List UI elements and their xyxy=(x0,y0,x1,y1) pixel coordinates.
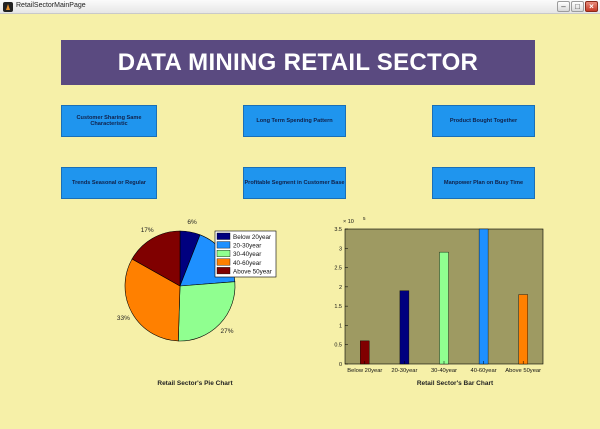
pie-percent-label: 33% xyxy=(117,315,130,322)
pie-slice xyxy=(124,258,181,342)
bar xyxy=(360,340,370,365)
legend-swatch xyxy=(216,241,231,249)
pie-slice xyxy=(177,281,236,342)
pie-percent-label: 17% xyxy=(141,227,154,234)
y-tick-label: 2.5 xyxy=(334,266,342,272)
matlab-app-icon xyxy=(3,2,13,12)
pie-percent-label: 6% xyxy=(187,219,197,226)
page-title-banner: DATA MINING RETAIL SECTOR xyxy=(61,40,535,85)
bar xyxy=(518,294,528,365)
legend-entry: Above 50year xyxy=(233,268,272,275)
x-tick-label: Below 20year xyxy=(347,368,382,374)
maximize-icon: □ xyxy=(575,2,580,11)
y-tick-label: 0.5 xyxy=(334,343,342,349)
legend-swatch xyxy=(216,258,231,266)
legend-entry: 30-40year xyxy=(233,251,261,258)
maximize-button[interactable]: □ xyxy=(571,1,584,12)
profitable-segment-button[interactable]: Profitable Segment in Customer Base xyxy=(243,167,346,199)
bar xyxy=(399,290,410,365)
legend-entry: 40-60year xyxy=(233,260,261,267)
x-tick-label: 40-60year xyxy=(471,368,497,374)
x-tick-label: 30-40year xyxy=(431,368,457,374)
x-tick-label: 20-30year xyxy=(391,368,417,374)
minimize-button[interactable]: – xyxy=(557,1,570,12)
y-tick-label: 3.5 xyxy=(334,227,342,233)
bar xyxy=(478,228,489,365)
pie-slice xyxy=(131,230,181,287)
pie-percent-label: 27% xyxy=(221,328,234,335)
y-axis-multiplier-exponent: 5 xyxy=(363,216,366,221)
y-tick-label: 0 xyxy=(339,362,342,368)
legend-entry: Below 20year xyxy=(233,234,271,241)
bar-chart-caption: Retail Sector's Bar Chart xyxy=(416,380,494,387)
y-axis-multiplier: × 10 xyxy=(343,219,354,225)
x-tick-label: Above 50year xyxy=(505,368,541,374)
close-icon: × xyxy=(589,2,594,11)
window-title-bar: RetailSectorMainPage – □ × xyxy=(0,0,600,14)
y-tick-label: 1.5 xyxy=(334,304,342,310)
window-title: RetailSectorMainPage xyxy=(16,2,86,9)
y-tick-label: 1 xyxy=(339,323,342,329)
close-button[interactable]: × xyxy=(585,1,598,12)
y-tick-label: 3 xyxy=(339,246,342,252)
window-controls: – □ × xyxy=(557,1,598,12)
long-term-spending-button[interactable]: Long Term Spending Pattern xyxy=(243,105,346,137)
trend-seasonal-button[interactable]: Trends Seasonal or Regular xyxy=(61,167,157,199)
pie-chart-caption: Retail Sector's Pie Chart xyxy=(157,380,233,387)
legend-swatch xyxy=(216,232,231,240)
y-tick-label: 2 xyxy=(339,285,342,291)
legend-entry: 20-30year xyxy=(233,243,261,250)
manpower-plan-button[interactable]: Manpower Plan on Busy Time xyxy=(432,167,535,199)
legend-swatch xyxy=(216,267,231,275)
minimize-icon: – xyxy=(561,2,566,11)
product-bought-together-button[interactable]: Product Bought Together xyxy=(432,105,535,137)
customer-sharing-button[interactable]: Customer Sharing Same Characteristic xyxy=(61,105,157,137)
bar xyxy=(439,251,449,365)
legend-swatch xyxy=(216,249,231,257)
